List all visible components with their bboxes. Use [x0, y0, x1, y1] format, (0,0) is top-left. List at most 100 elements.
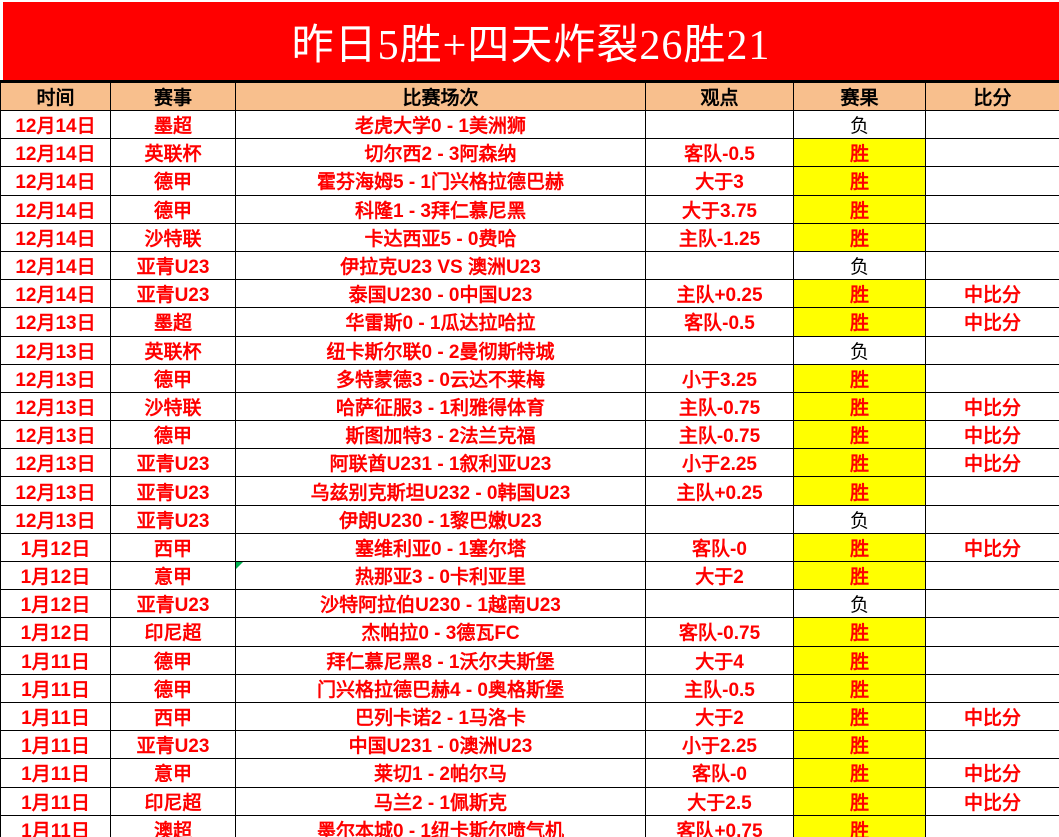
cell-match: 马兰2 - 1佩斯克 — [235, 786, 646, 816]
cell-result: 胜 — [793, 617, 926, 647]
cell-score — [925, 363, 1059, 393]
table-row: 1月12日 意甲 热那亚3 - 0卡利亚里 大于2 胜 — [0, 560, 1059, 591]
cell-date: 1月11日 — [0, 701, 111, 732]
date-text: 12月13日 — [15, 313, 96, 335]
pick-text: 主队-0.75 — [678, 397, 761, 419]
result-text: 负 — [849, 257, 869, 279]
pick-text: 小于2.25 — [682, 454, 757, 476]
pick-text: 大于2 — [695, 708, 744, 730]
result-text: 负 — [849, 595, 869, 617]
cell-date: 1月11日 — [0, 730, 111, 760]
cell-result: 胜 — [793, 194, 926, 224]
score-text: 中比分 — [963, 764, 1021, 786]
cell-date: 12月13日 — [0, 391, 111, 422]
cell-pick: 主队-0.5 — [645, 673, 794, 703]
date-text: 12月14日 — [15, 116, 96, 138]
match-text: 哈萨征服3 - 1利雅得体育 — [335, 397, 546, 419]
date-text: 12月14日 — [15, 172, 96, 194]
column-header-league: 赛事 — [110, 82, 236, 111]
cell-result: 胜 — [793, 222, 926, 252]
league-text: 意甲 — [153, 567, 192, 589]
cell-pick: 客队-0 — [645, 532, 794, 563]
result-text: 负 — [849, 341, 869, 363]
cell-score: 中比分 — [925, 532, 1059, 563]
date-text: 1月11日 — [21, 651, 90, 673]
cell-match: 霍芬海姆5 - 1门兴格拉德巴赫 — [235, 166, 646, 196]
table-row: 12月13日 亚青U23 阿联酋U231 - 1叙利亚U23 小于2.25 胜 … — [0, 448, 1059, 478]
table-row: 12月13日 英联杯 纽卡斯尔联0 - 2曼彻斯特城 负 — [0, 335, 1059, 365]
league-text: 西甲 — [153, 538, 192, 560]
cell-league: 西甲 — [110, 701, 236, 732]
result-text: 胜 — [849, 736, 869, 758]
cell-pick: 客队-0.75 — [645, 617, 794, 647]
cell-date: 12月14日 — [0, 279, 111, 309]
cell-match: 伊拉克U23 VS 澳洲U23 — [235, 250, 646, 281]
cell-pick: 大于2 — [645, 560, 794, 591]
cell-score: 中比分 — [925, 448, 1059, 478]
date-text: 12月13日 — [15, 369, 96, 391]
match-text: 墨尔本城0 - 1纽卡斯尔喷气机 — [316, 820, 565, 837]
score-text: 中比分 — [963, 313, 1021, 335]
cell-match: 莱切1 - 2帕尔马 — [235, 758, 646, 788]
cell-date: 1月11日 — [0, 645, 111, 675]
cell-pick: 小于2.25 — [645, 730, 794, 760]
result-text: 胜 — [849, 200, 869, 222]
cell-date: 12月14日 — [0, 250, 111, 281]
cell-date: 12月14日 — [0, 109, 111, 140]
cell-league: 德甲 — [110, 194, 236, 224]
cell-match: 多特蒙德3 - 0云达不莱梅 — [235, 363, 646, 393]
match-text: 老虎大学0 - 1美洲狮 — [354, 116, 527, 138]
cell-match: 乌兹别克斯坦U232 - 0韩国U23 — [235, 476, 646, 506]
result-text: 胜 — [849, 369, 869, 391]
result-text: 胜 — [849, 623, 869, 645]
result-text: 胜 — [849, 538, 869, 560]
cell-score — [925, 673, 1059, 703]
match-text: 杰帕拉0 - 3德瓦FC — [361, 623, 520, 645]
cell-score: 中比分 — [925, 391, 1059, 422]
match-text: 斯图加特3 - 2法兰克福 — [345, 426, 536, 448]
cell-result: 胜 — [793, 701, 926, 732]
date-text: 12月13日 — [15, 426, 96, 448]
match-text: 巴列卡诺2 - 1马洛卡 — [354, 708, 527, 730]
pick-text: 客队-0.5 — [684, 144, 755, 166]
match-text: 伊朗U230 - 1黎巴嫩U23 — [339, 510, 542, 532]
cell-league: 亚青U23 — [110, 504, 236, 534]
cell-score — [925, 589, 1059, 619]
cell-score — [925, 250, 1059, 281]
results-tbody: 12月14日 墨超 老虎大学0 - 1美洲狮 负 12月14日 英联杯 切尔西2… — [0, 109, 1059, 837]
pick-text: 大于2.5 — [687, 792, 752, 814]
table-row: 12月13日 沙特联 哈萨征服3 - 1利雅得体育 主队-0.75 胜 中比分 — [0, 391, 1059, 422]
cell-pick: 主队-0.75 — [645, 391, 794, 422]
cell-league: 意甲 — [110, 560, 236, 591]
cell-result: 胜 — [793, 730, 926, 760]
date-text: 12月14日 — [15, 200, 96, 222]
match-text: 阿联酋U231 - 1叙利亚U23 — [329, 454, 552, 476]
result-text: 胜 — [849, 567, 869, 589]
cell-score — [925, 166, 1059, 196]
cell-result: 胜 — [793, 814, 926, 837]
cell-match: 斯图加特3 - 2法兰克福 — [235, 420, 646, 450]
cell-league: 沙特联 — [110, 391, 236, 422]
column-header-match: 比赛场次 — [235, 82, 646, 111]
league-text: 墨超 — [153, 313, 192, 335]
table-row: 1月11日 印尼超 马兰2 - 1佩斯克 大于2.5 胜 中比分 — [0, 786, 1059, 816]
league-text: 德甲 — [153, 651, 192, 673]
league-text: 亚青U23 — [136, 454, 210, 476]
date-text: 12月14日 — [15, 257, 96, 279]
cell-match: 热那亚3 - 0卡利亚里 — [235, 560, 646, 591]
cell-score — [925, 194, 1059, 224]
cell-result: 胜 — [793, 673, 926, 703]
table-row: 12月14日 德甲 科隆1 - 3拜仁慕尼黑 大于3.75 胜 — [0, 194, 1059, 224]
cell-pick: 小于3.25 — [645, 363, 794, 393]
cell-date: 1月11日 — [0, 786, 111, 816]
cell-date: 12月13日 — [0, 504, 111, 534]
table-row: 12月14日 沙特联 卡达西亚5 - 0费哈 主队-1.25 胜 — [0, 222, 1059, 252]
cell-league: 印尼超 — [110, 617, 236, 647]
league-text: 德甲 — [153, 679, 192, 701]
table-row: 1月12日 印尼超 杰帕拉0 - 3德瓦FC 客队-0.75 胜 — [0, 617, 1059, 647]
cell-pick: 大于2 — [645, 701, 794, 732]
table-row: 12月13日 德甲 斯图加特3 - 2法兰克福 主队-0.75 胜 中比分 — [0, 420, 1059, 450]
table-row: 1月11日 意甲 莱切1 - 2帕尔马 客队-0 胜 中比分 — [0, 758, 1059, 788]
pick-text: 客队+0.75 — [676, 820, 763, 837]
cell-score — [925, 814, 1059, 837]
